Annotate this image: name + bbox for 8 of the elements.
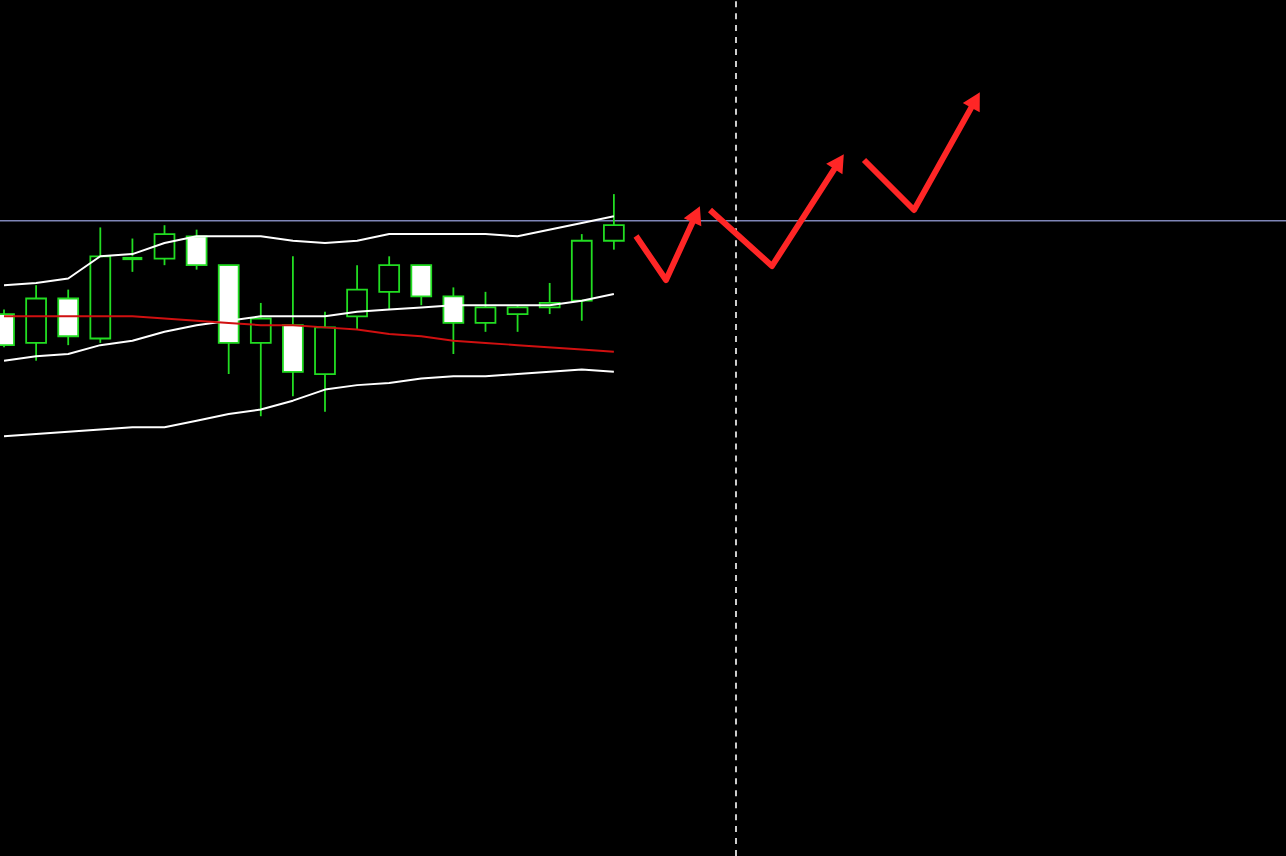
candlestick: [570, 233, 593, 322]
candlestick: [25, 284, 47, 362]
candlestick: [249, 302, 272, 418]
candlestick: [346, 264, 368, 331]
candlestick: [603, 193, 625, 251]
candlestick: [89, 226, 112, 344]
candlestick: [378, 255, 401, 311]
candlestick: [57, 288, 80, 347]
